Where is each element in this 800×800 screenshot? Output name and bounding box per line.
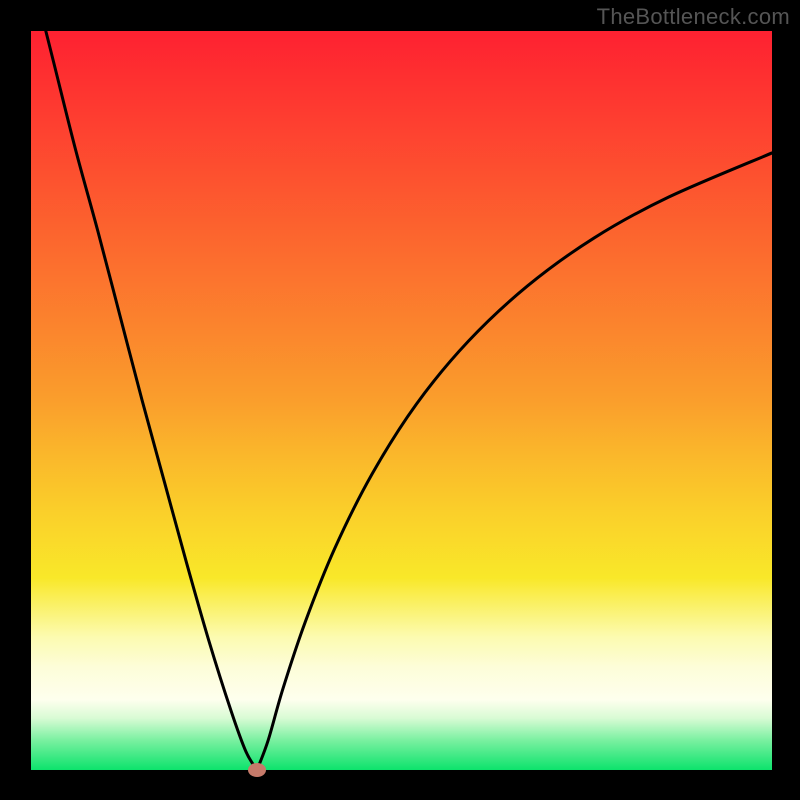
bottleneck-chart [0, 0, 800, 800]
minimum-marker [248, 763, 266, 777]
watermark-text: TheBottleneck.com [597, 4, 790, 30]
chart-container: TheBottleneck.com [0, 0, 800, 800]
